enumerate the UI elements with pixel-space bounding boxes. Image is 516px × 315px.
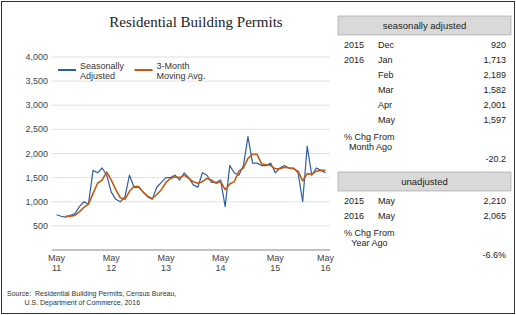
table-cell: 2,001	[483, 100, 506, 110]
y-tick-label: 3,000	[25, 100, 48, 110]
x-tick-label: May15	[267, 253, 285, 273]
table-cell: 1,582	[483, 85, 506, 95]
grid-line	[52, 57, 330, 58]
legend-label: SeasonallyAdjusted	[80, 61, 125, 81]
title: Residential Building Permits	[109, 14, 282, 30]
table-header-box	[338, 16, 511, 35]
table-cell: 2016	[344, 55, 364, 65]
side-table: unadjusted 2015 May 2,210 2016 May 2,065 % Chg …	[338, 172, 511, 260]
table-cell: 2,189	[483, 70, 506, 80]
change-value: -6.6%	[482, 250, 506, 260]
y-tick-label: 500	[33, 221, 48, 231]
x-tick-label: May13	[157, 253, 175, 273]
lines	[57, 137, 326, 218]
table-cell: May	[378, 211, 396, 221]
table-cell: May	[378, 115, 396, 125]
table-cell: Dec	[378, 40, 395, 50]
x-axis-line	[52, 250, 330, 251]
table-header: unadjusted	[401, 176, 447, 187]
table-cell: 2,065	[483, 211, 506, 221]
table-header-box	[338, 172, 511, 191]
grid-line	[52, 105, 330, 106]
x-tick-label: May14	[212, 253, 230, 273]
grid-line	[52, 201, 330, 202]
table-cell: 2015	[344, 40, 364, 50]
table-cell: 1,713	[483, 55, 506, 65]
change-value: -20.2	[485, 154, 506, 164]
source-note: Source: Residential Building Permits, Ce…	[7, 290, 176, 307]
table-header: seasonally adjusted	[383, 20, 466, 31]
x-tick-label: May12	[103, 253, 121, 273]
outer-border	[2, 2, 515, 314]
legend: SeasonallyAdjusted 3-MonthMoving Avg.	[58, 61, 205, 81]
legend-label: 3-MonthMoving Avg.	[157, 61, 206, 81]
y-tick-label: 2,000	[25, 149, 48, 159]
table-cell: Jan	[378, 55, 393, 65]
y-tick-label: 3,500	[25, 76, 48, 86]
table-cell: 920	[491, 40, 506, 50]
chart: Residential Building Permits 500 1,000 1,50…	[0, 0, 516, 315]
series-line	[66, 154, 326, 216]
table-cell: Mar	[378, 85, 394, 95]
table-cell: Apr	[378, 100, 392, 110]
grid-line	[52, 129, 330, 130]
legend-swatch	[135, 69, 153, 71]
table-cell: Feb	[378, 70, 394, 80]
table-cell: 2016	[344, 211, 364, 221]
x-tick-label: May16	[317, 253, 335, 273]
legend-swatch	[58, 69, 76, 71]
grid-line	[52, 177, 330, 178]
y-tick-label: 1,000	[25, 197, 48, 207]
x-tick-label: May11	[48, 253, 66, 273]
table-cell: May	[378, 196, 396, 206]
grid-line	[52, 153, 330, 154]
change-label: % Chg From Month Ago	[344, 132, 395, 152]
y-tick-label: 4,000	[25, 52, 48, 62]
table-cell: 2015	[344, 196, 364, 206]
table-cell: 1,597	[483, 115, 506, 125]
grid-line	[52, 225, 330, 226]
y-grid	[52, 57, 330, 226]
y-tick-label: 2,500	[25, 124, 48, 134]
table-cell: 2,210	[483, 196, 506, 206]
series-line	[57, 137, 326, 218]
y-tick-label: 1,500	[25, 173, 48, 183]
change-label: % Chg From Year Ago	[344, 228, 395, 248]
side-table: seasonally adjusted 2015 Dec 920 2016 Jan 1,71…	[338, 16, 511, 164]
